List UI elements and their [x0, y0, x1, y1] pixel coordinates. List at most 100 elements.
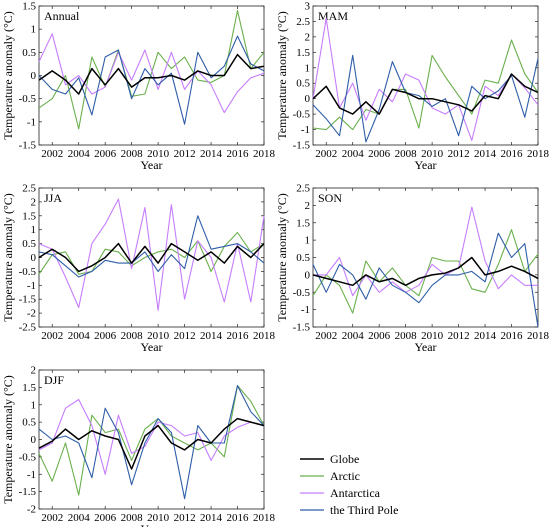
y-tick-label: 1: [31, 224, 37, 236]
y-axis-label: Temperature anomaly (°C): [275, 193, 289, 322]
x-tick-label: 2014: [200, 512, 223, 524]
x-tick-label: 2006: [368, 330, 391, 342]
series-line-globe: [312, 73, 539, 115]
series-line-antarctica: [312, 17, 539, 141]
x-tick-label: 2018: [253, 148, 276, 160]
x-tick-label: 2018: [253, 330, 276, 342]
x-tick-label: 2012: [448, 148, 470, 160]
x-tick-label: 2014: [474, 330, 497, 342]
y-tick-label: 0: [31, 434, 37, 446]
x-tick-label: 2018: [253, 512, 276, 524]
y-tick-label: 2: [305, 31, 311, 43]
y-tick-label: 2: [31, 196, 37, 208]
x-tick-label: 2004: [68, 330, 91, 342]
y-tick-label: 2: [31, 365, 37, 377]
y-tick-label: -0.5: [293, 287, 311, 299]
y-tick-label: 0: [305, 93, 311, 105]
series-line-the-third-pole: [38, 35, 265, 125]
series-line-arctic: [38, 10, 265, 130]
y-tick-label: 1.5: [296, 217, 310, 229]
x-axis-label: Year: [140, 158, 162, 172]
y-tick-label: -2: [27, 308, 36, 320]
x-tick-label: 2008: [395, 148, 418, 160]
series-line-arctic: [312, 39, 539, 131]
series-line-globe: [38, 53, 265, 95]
y-tick-label: 1: [305, 235, 311, 247]
series-line-globe: [38, 242, 265, 273]
panel-title: JJA: [44, 191, 62, 205]
y-tick-label: -1: [301, 304, 310, 316]
y-tick-label: 0.5: [22, 417, 36, 429]
x-tick-label: 2010: [147, 330, 170, 342]
x-tick-label: 2006: [94, 330, 117, 342]
x-tick-label: 2014: [474, 148, 497, 160]
x-axis-label: Year: [414, 158, 436, 172]
x-tick-label: 2016: [227, 148, 250, 160]
y-tick-label: 0: [31, 252, 37, 264]
x-tick-label: 2004: [342, 148, 365, 160]
y-tick-label: 2.5: [22, 183, 36, 195]
x-tick-label: 2016: [227, 330, 250, 342]
y-tick-label: 1: [31, 399, 37, 411]
series-line-arctic: [38, 385, 265, 496]
y-tick-label: -2: [27, 504, 36, 516]
y-axis-label: Temperature anomaly (°C): [275, 11, 289, 140]
panel-annual: -1.5 -1 -0.5 0 0.5 1 1.5 2002 2004 2006 2008 2010 20…: [1, 1, 276, 173]
series-line-the-third-pole: [38, 215, 265, 278]
x-tick-label: 2016: [227, 512, 250, 524]
legend-label: Globe: [330, 452, 359, 466]
y-tick-label: 1.5: [296, 47, 310, 59]
x-tick-label: 2008: [395, 330, 418, 342]
y-tick-label: -1: [27, 116, 36, 128]
panel-title: DJF: [44, 373, 64, 387]
series-line-globe: [38, 417, 265, 470]
y-axis-label: Temperature anomaly (°C): [1, 375, 15, 504]
panel-title: Annual: [44, 9, 80, 23]
x-tick-label: 2014: [200, 330, 223, 342]
y-tick-label: -2.5: [19, 322, 37, 334]
legend-label: Antarctica: [330, 486, 381, 500]
y-tick-label: 2.5: [296, 16, 310, 28]
x-axis-label: Year: [140, 340, 162, 354]
y-tick-label: -0.5: [19, 266, 37, 278]
series-line-the-third-pole: [312, 54, 539, 143]
panel-jja: -2.5 -2 -1.5 -1 -0.5 0 0.5 1 1.5 22.5 2002 2004 2006…: [1, 183, 276, 355]
x-tick-label: 2004: [68, 512, 91, 524]
x-tick-label: 2004: [342, 330, 365, 342]
axes-frame: [38, 5, 265, 146]
y-tick-label: 0.5: [22, 238, 36, 250]
y-tick-label: -1: [301, 124, 310, 136]
y-tick-label: 3: [305, 1, 311, 13]
series-line-antarctica: [313, 206, 538, 297]
x-tick-label: 2006: [94, 512, 117, 524]
x-tick-label: 2018: [527, 148, 550, 160]
y-tick-label: 1: [305, 62, 311, 74]
y-axis-label: Temperature anomaly (°C): [1, 193, 15, 322]
x-tick-label: 2006: [368, 148, 391, 160]
x-tick-label: 2006: [94, 148, 117, 160]
x-tick-label: 2010: [421, 148, 444, 160]
legend-label: Arctic: [330, 469, 360, 483]
y-tick-label: 0: [31, 70, 37, 82]
y-tick-label: 0.5: [296, 252, 310, 264]
series-line-globe: [312, 256, 539, 287]
x-tick-label: 2018: [527, 330, 550, 342]
y-axis-label: Temperature anomaly (°C): [1, 11, 15, 140]
y-tick-label: -1.5: [19, 140, 37, 152]
series-line-the-third-pole: [312, 232, 539, 328]
y-tick-label: 1.5: [22, 210, 36, 222]
y-tick-label: 2.5: [296, 183, 310, 195]
x-tick-label: 2002: [41, 148, 63, 160]
y-tick-label: -1.5: [293, 322, 311, 334]
y-tick-label: -0.5: [293, 109, 311, 121]
series-line-antarctica: [38, 198, 265, 311]
x-tick-label: 2002: [41, 512, 63, 524]
x-tick-label: 2012: [448, 330, 470, 342]
axes-frame: [312, 187, 539, 328]
panel-title: SON: [318, 191, 342, 205]
x-tick-label: 2002: [315, 148, 337, 160]
x-tick-label: 2008: [121, 148, 144, 160]
